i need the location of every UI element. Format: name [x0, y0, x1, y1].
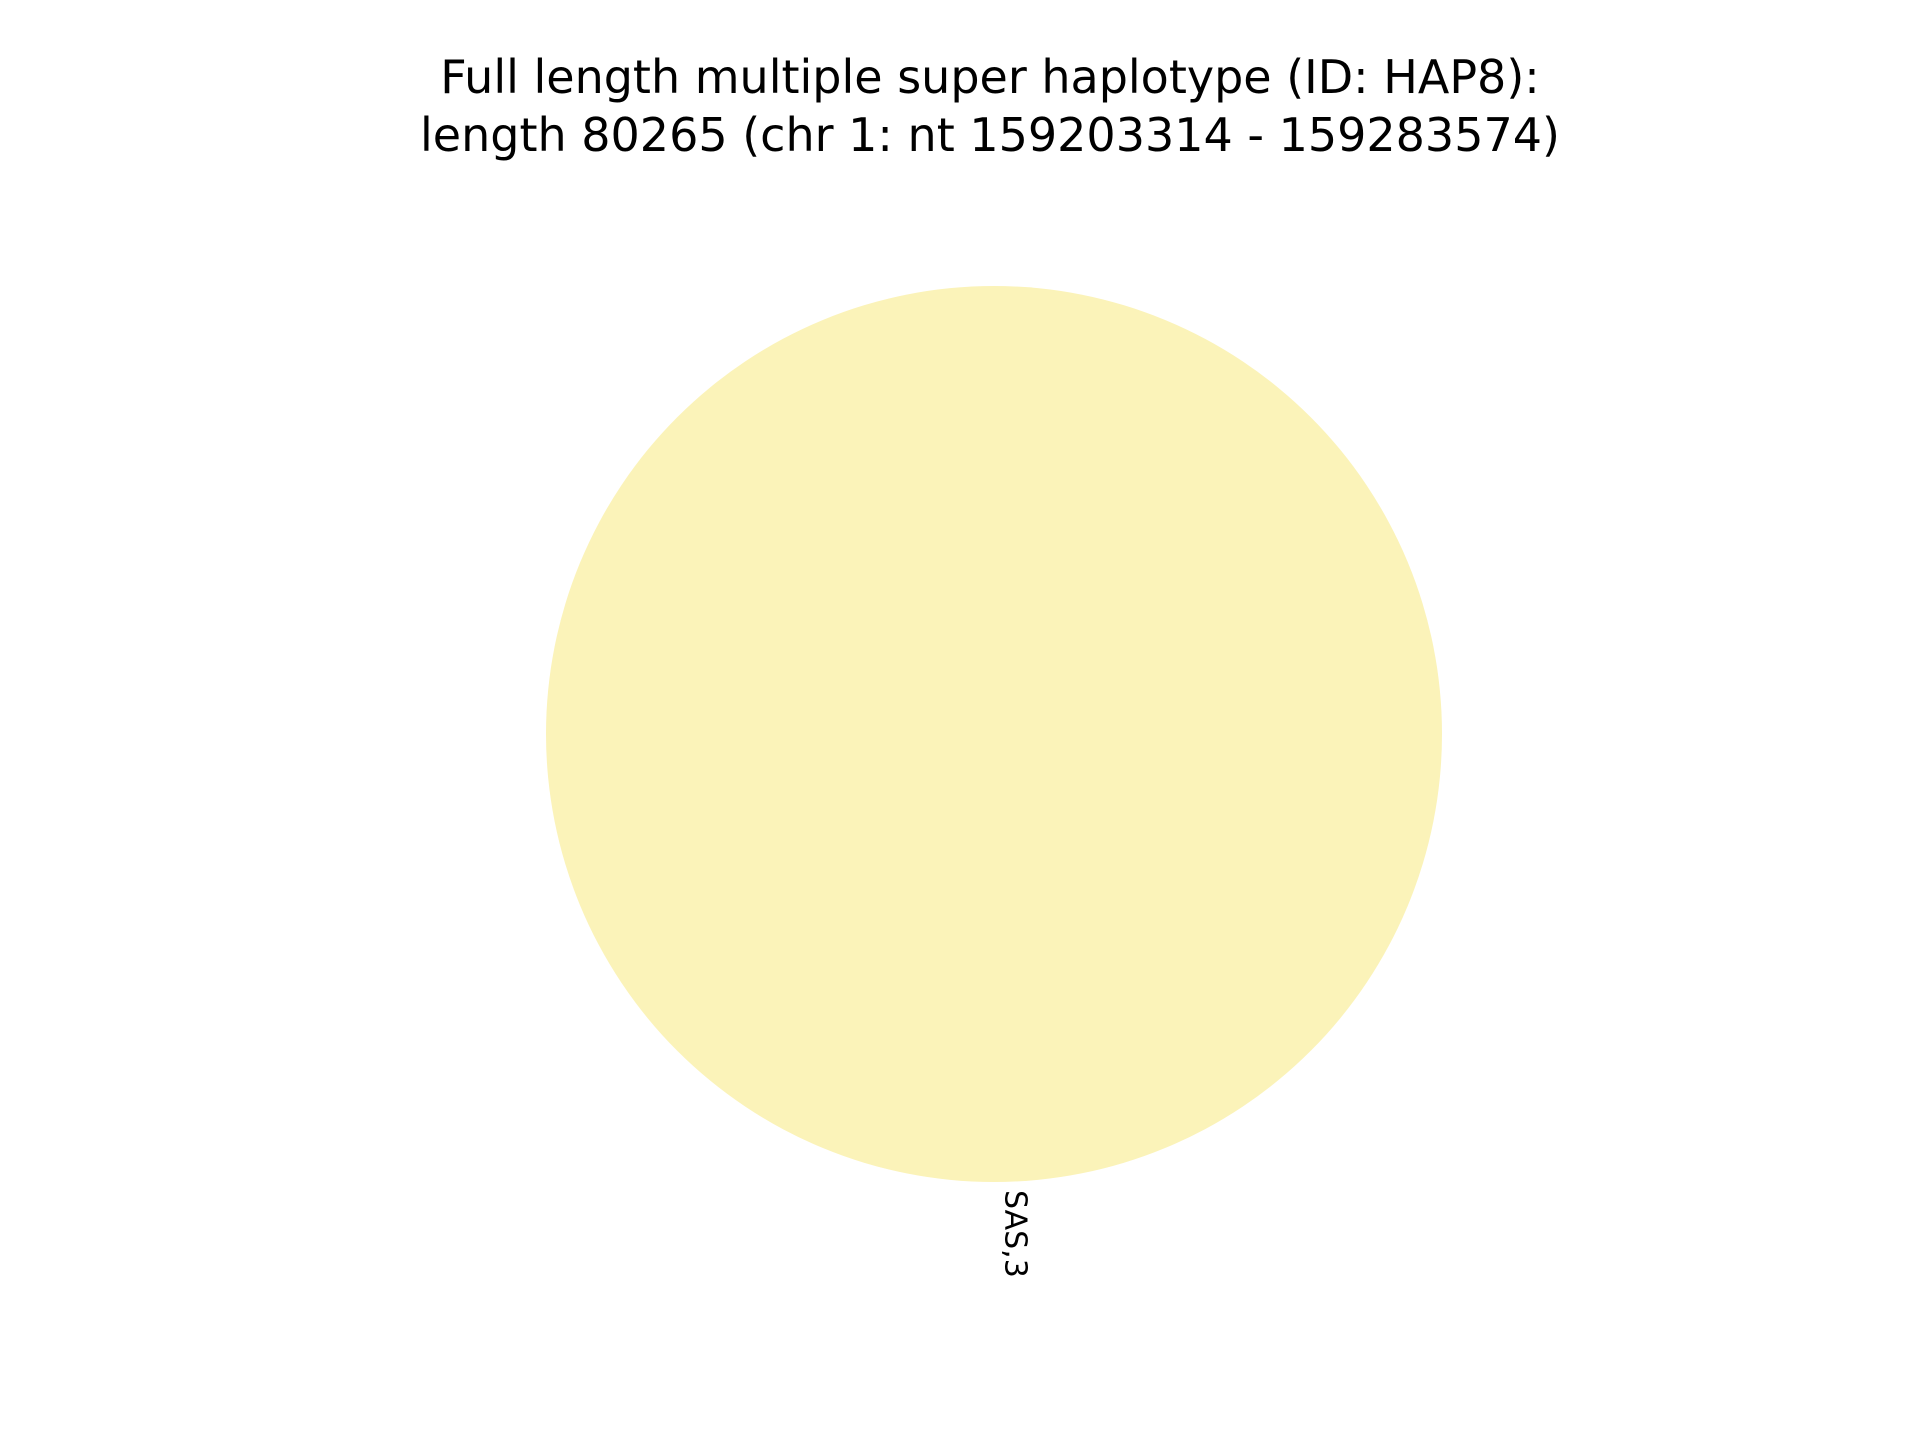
chart-title-line-1: Full length multiple super haplotype (ID… — [440, 50, 1540, 104]
pie-slice-label-0: SAS,3 — [998, 1190, 1033, 1278]
chart-title-line-2: length 80265 (chr 1: nt 159203314 - 1592… — [420, 108, 1560, 162]
pie-slice-0 — [546, 286, 1442, 1182]
chart-title: Full length multiple super haplotype (ID… — [0, 48, 1920, 164]
